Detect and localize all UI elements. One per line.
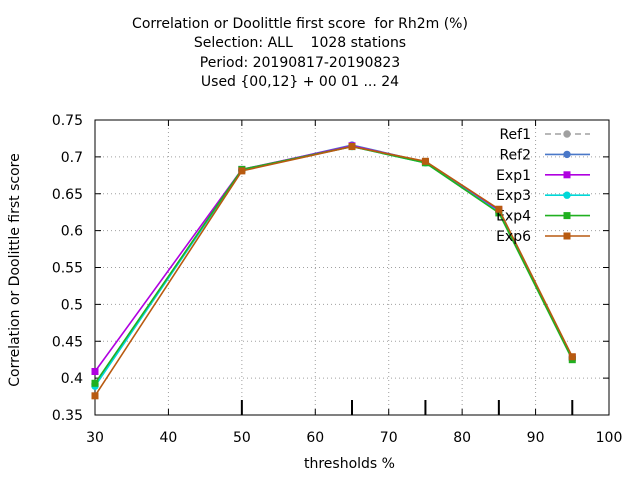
title-line-2: Selection: ALL 1028 stations	[193, 35, 407, 51]
y-tick-label: 0.35	[52, 408, 83, 424]
y-tick-label: 0.55	[52, 261, 83, 277]
title-line-4: Used {00,12} + 00 01 ... 24	[200, 74, 400, 90]
x-tick-label: 50	[233, 430, 251, 446]
legend-label-exp1: Exp1	[496, 168, 531, 184]
data-point-exp1	[91, 367, 99, 375]
y-tick-label: 0.4	[61, 371, 83, 387]
series-line-exp6	[94, 145, 574, 397]
x-tick-label: 60	[306, 430, 324, 446]
legend-marker-ref2	[563, 150, 571, 159]
legend-label-exp3: Exp3	[496, 188, 531, 204]
data-point-exp6	[348, 143, 356, 151]
x-axis-label: thresholds %	[304, 456, 395, 472]
data-point-exp6	[238, 167, 246, 175]
title-line-1: Correlation or Doolittle first score for…	[132, 16, 468, 32]
y-axis-label: Correlation or Doolittle first score	[7, 153, 23, 387]
legend-marker-exp3	[563, 191, 571, 199]
x-tick-label: 70	[380, 430, 398, 446]
x-tick-label: 80	[453, 430, 471, 446]
data-point-exp6	[495, 205, 503, 213]
legend-marker-exp4	[563, 212, 571, 220]
data-point-exp6	[421, 157, 429, 165]
y-tick-label: 0.5	[61, 297, 83, 313]
data-point-exp4	[91, 379, 99, 387]
x-tick-label: 40	[160, 430, 178, 446]
data-point-exp6	[568, 353, 576, 361]
title-line-3: Period: 20190817-20190823	[199, 55, 401, 71]
legend-marker-exp1	[563, 171, 571, 179]
x-tick-label: 90	[527, 430, 545, 446]
legend-label-ref2: Ref2	[499, 147, 531, 163]
legend-marker-exp6	[563, 232, 571, 240]
y-tick-label: 0.7	[61, 150, 83, 166]
legend-label-ref1: Ref1	[499, 127, 531, 143]
legend-marker-ref1	[563, 130, 571, 138]
legend-label-exp6: Exp6	[496, 229, 531, 245]
y-tick-label: 0.65	[52, 187, 83, 203]
y-tick-label: 0.75	[52, 113, 83, 129]
data-point-exp6	[91, 392, 99, 400]
x-tick-label: 100	[596, 430, 623, 446]
y-tick-label: 0.6	[61, 224, 83, 240]
x-tick-label: 30	[86, 430, 104, 446]
y-tick-label: 0.45	[52, 334, 83, 350]
